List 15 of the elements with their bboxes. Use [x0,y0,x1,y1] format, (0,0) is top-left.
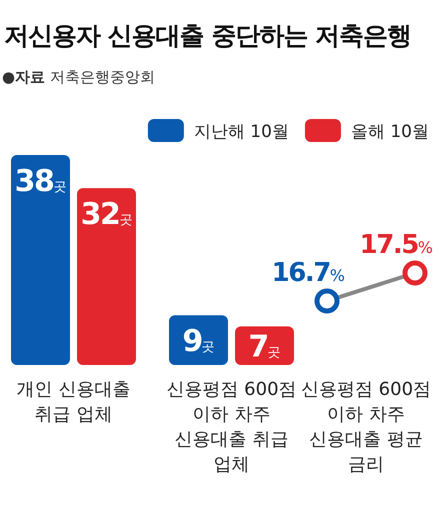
bar [11,155,70,365]
legend-label: 올해 10월 [350,122,429,142]
text: ●자료 저축은행중앙회 [2,68,155,86]
data-label: 9곳 [182,324,215,360]
chart-title: 저신용자 신용대출 중단하는 저축은행 [4,21,412,50]
x-tick-label: 개인 신용대출 취급 업체 [16,379,130,425]
data-label: 32곳 [80,197,132,232]
x-axis-title: 신용평점 600점 이하 차주 신용대출 평균 금리 [300,379,432,475]
data-label: 38곳 [14,164,66,199]
x-tick-label: 신용평점 600점 이하 차주 신용대출 취급 업체 [166,379,297,475]
legend-label: 지난해 10월 [194,122,289,142]
data-label: 17.5% [360,230,433,260]
data-label: 7곳 [248,330,281,365]
data-label: 16.7% [272,258,345,288]
bar [77,188,136,365]
